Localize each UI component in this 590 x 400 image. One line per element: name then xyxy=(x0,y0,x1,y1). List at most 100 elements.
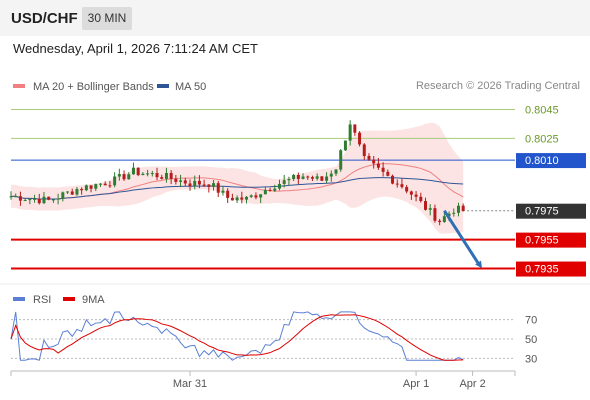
candle-body xyxy=(221,190,225,193)
level-label-0.7935: 0.7935 xyxy=(525,264,559,276)
x-tick-label-Apr 2: Apr 2 xyxy=(459,378,485,390)
x-tick-label-Mar 31: Mar 31 xyxy=(173,378,207,390)
candle-body xyxy=(212,183,216,187)
candle-body xyxy=(146,173,150,175)
candle-body xyxy=(108,185,112,187)
candle-body xyxy=(273,188,277,191)
candle-body xyxy=(235,197,239,201)
copyright-label: Research © 2026 Trading Central xyxy=(415,80,580,92)
candle-body xyxy=(424,201,428,210)
candle-body xyxy=(263,189,267,195)
candle-body xyxy=(409,191,413,195)
candle-body xyxy=(197,180,201,185)
candle-body xyxy=(367,156,371,160)
candle-body xyxy=(259,194,263,198)
forecast-arrow-head xyxy=(475,260,483,269)
candle-body xyxy=(405,187,409,192)
ma50-legend-label: MA 50 xyxy=(175,81,206,93)
candle-body xyxy=(442,216,446,223)
candle-body xyxy=(193,180,197,187)
datetime-label: Wednesday, April 1, 2026 7:11:24 AM CET xyxy=(13,41,258,56)
candle-body xyxy=(75,189,79,195)
level-label-0.7975: 0.7975 xyxy=(525,206,559,218)
x-axis: Mar 31 Apr 1 Apr 2 xyxy=(10,371,516,390)
candle-body xyxy=(315,176,319,179)
candle-body xyxy=(419,196,423,202)
candle-body xyxy=(188,183,192,187)
candle-body xyxy=(28,198,32,201)
candle-body xyxy=(296,174,300,179)
ma50-line xyxy=(10,177,464,200)
candle-body xyxy=(372,159,376,164)
candle-body xyxy=(80,189,84,191)
candle-body xyxy=(395,183,399,185)
candle-body xyxy=(452,212,456,214)
candle-body xyxy=(18,196,22,201)
symbol-label: USD/CHF xyxy=(11,10,78,27)
candle-body xyxy=(94,184,98,189)
candle-body xyxy=(230,197,234,201)
ma50-legend-swatch xyxy=(157,84,169,88)
candle-body xyxy=(414,194,418,197)
level-label-0.8045: 0.8045 xyxy=(525,104,559,116)
candle-body xyxy=(240,197,244,200)
candle-body xyxy=(306,176,310,178)
candle-body xyxy=(438,220,442,223)
candle-body xyxy=(216,183,220,193)
candle-body xyxy=(268,189,272,191)
candle-body xyxy=(89,185,93,189)
candle-body xyxy=(254,195,258,198)
bollinger-band xyxy=(11,122,464,234)
level-tag-0.7975 xyxy=(516,203,586,219)
candle-body xyxy=(9,196,13,198)
candle-body xyxy=(14,196,18,198)
rsi-tick-70: 70 xyxy=(525,315,537,327)
candle-body xyxy=(433,208,437,221)
candle-body xyxy=(329,173,333,177)
candle-body xyxy=(358,132,362,145)
candle-body xyxy=(37,198,41,204)
candle-body xyxy=(150,173,154,175)
level-tag-0.7955 xyxy=(516,232,586,248)
candle-body xyxy=(127,174,131,180)
candle-body xyxy=(282,180,286,184)
candle-body xyxy=(61,192,65,199)
candle-body xyxy=(113,176,117,186)
candle-body xyxy=(381,167,385,172)
candle-body xyxy=(33,198,37,200)
rsi-legend-swatch xyxy=(13,297,25,301)
rsi-ma9-line xyxy=(10,314,464,361)
candle-body xyxy=(325,176,329,181)
candle-body xyxy=(287,179,291,181)
candle-body xyxy=(169,172,173,179)
candle-body xyxy=(461,205,465,212)
candle-body xyxy=(174,178,178,182)
forecast-arrow-shaft xyxy=(443,209,481,266)
ma20-legend-label: MA 20 + Bollinger Bands xyxy=(33,81,154,93)
candle-body xyxy=(183,180,187,184)
candle-body xyxy=(334,169,338,174)
level-tag-0.8010 xyxy=(516,153,586,169)
rsi-plot: 70 50 30 xyxy=(10,311,537,365)
candle-body xyxy=(155,173,159,178)
candle-body xyxy=(164,172,168,179)
candle-body xyxy=(348,124,352,141)
candle-body xyxy=(51,199,55,201)
candle-body xyxy=(84,185,88,191)
ma9-legend-swatch xyxy=(63,297,75,301)
timeframe-button[interactable]: 30 MIN xyxy=(82,7,132,30)
candle-body xyxy=(339,150,343,170)
candle-body xyxy=(122,174,126,180)
ma20-legend-swatch xyxy=(13,84,25,88)
candle-body xyxy=(310,177,314,179)
candle-body xyxy=(202,184,206,186)
candle-body xyxy=(66,191,70,193)
candle-body xyxy=(141,173,145,176)
candle-body xyxy=(362,144,366,157)
candle-body xyxy=(103,183,107,186)
level-label-0.7955: 0.7955 xyxy=(525,235,559,247)
candle-body xyxy=(160,177,164,179)
candle-body xyxy=(245,196,249,200)
rsi-tick-50: 50 xyxy=(525,334,537,346)
main-plot: 0.8045 0.8025 0.8010 0.7975 0.7955 0.7935 xyxy=(9,104,586,277)
